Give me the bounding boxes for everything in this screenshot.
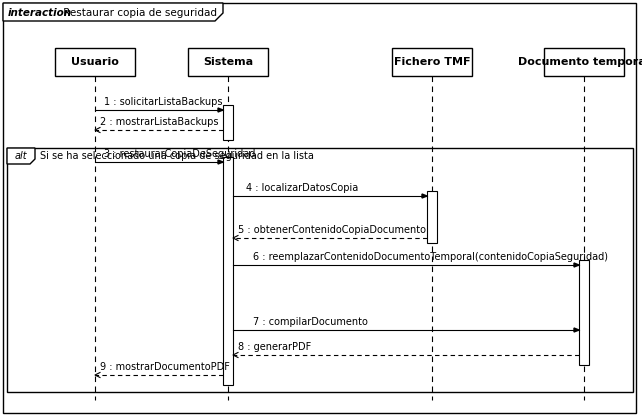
- Bar: [7, 148, 633, 392]
- Polygon shape: [218, 108, 223, 112]
- Text: 3 : restaurarCopiaDeSeguridad: 3 : restaurarCopiaDeSeguridad: [105, 149, 256, 159]
- Text: 7 : compilarDocumento: 7 : compilarDocumento: [254, 317, 368, 327]
- Bar: [188, 48, 268, 76]
- Bar: [427, 191, 437, 243]
- Text: Usuario: Usuario: [71, 57, 119, 67]
- Text: 2 : mostrarListaBackups: 2 : mostrarListaBackups: [100, 117, 218, 127]
- Bar: [223, 157, 233, 385]
- Text: 4 : localizarDatosCopia: 4 : localizarDatosCopia: [246, 183, 358, 193]
- Bar: [223, 105, 233, 140]
- Bar: [392, 48, 472, 76]
- Text: 9 : mostrarDocumentoPDF: 9 : mostrarDocumentoPDF: [100, 362, 230, 372]
- Polygon shape: [218, 160, 223, 164]
- Text: Restaurar copia de seguridad: Restaurar copia de seguridad: [60, 8, 217, 18]
- Text: interaction: interaction: [8, 8, 72, 18]
- Text: Sistema: Sistema: [203, 57, 253, 67]
- Bar: [55, 48, 135, 76]
- Polygon shape: [3, 3, 223, 21]
- Bar: [579, 260, 589, 365]
- Text: alt: alt: [15, 151, 28, 161]
- Text: Fichero TMF: Fichero TMF: [394, 57, 470, 67]
- Polygon shape: [422, 194, 427, 198]
- Text: 8 : generarPDF: 8 : generarPDF: [238, 342, 311, 352]
- Text: 5 : obtenerContenidoCopiaDocumento: 5 : obtenerContenidoCopiaDocumento: [238, 225, 426, 235]
- Text: Documento temporal: Documento temporal: [518, 57, 642, 67]
- Polygon shape: [574, 328, 579, 332]
- Text: 1 : solicitarListaBackups: 1 : solicitarListaBackups: [105, 97, 223, 107]
- Polygon shape: [7, 148, 35, 164]
- Polygon shape: [574, 263, 579, 267]
- Bar: [544, 48, 624, 76]
- Text: 6 : reemplazarContenidoDocumentoTemporal(contenidoCopiaSeguridad): 6 : reemplazarContenidoDocumentoTemporal…: [254, 252, 609, 262]
- Text: Si se ha seleccionado una copia de seguridad en la lista: Si se ha seleccionado una copia de segur…: [40, 151, 314, 161]
